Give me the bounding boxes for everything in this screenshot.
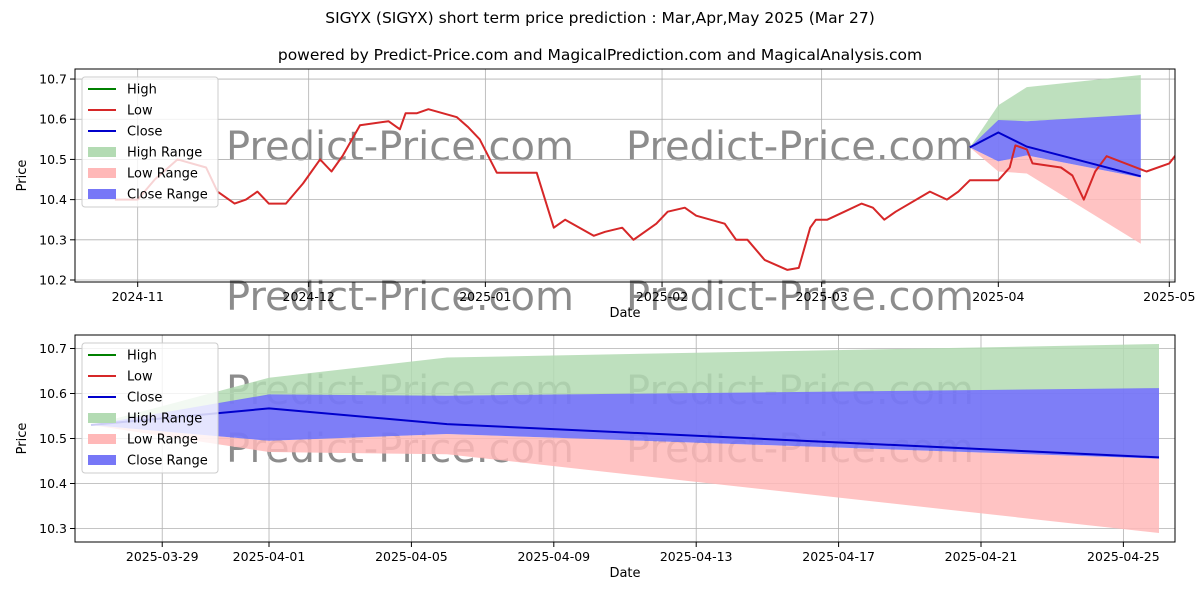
- plot-frame: [74, 68, 1176, 283]
- x-tick-label: 2025-04-21: [945, 549, 1018, 564]
- low-history-line: [114, 108, 1175, 271]
- legend-label: Low Range: [127, 167, 198, 182]
- y-tick-label: 10.5: [39, 152, 67, 167]
- x-tick-label: 2025-04-25: [1087, 549, 1160, 564]
- x-tick-label: 2025-04: [972, 289, 1024, 304]
- y-tick-label: 10.4: [39, 192, 67, 207]
- x-tick-label: 2024-12: [283, 289, 335, 304]
- legend-label: High Range: [127, 412, 202, 427]
- x-tick-label: 2025-04-05: [375, 549, 448, 564]
- low-range-band: [969, 147, 1141, 244]
- x-tick-label: 2025-04-17: [802, 549, 875, 564]
- legend-label: High: [127, 349, 157, 364]
- high-range-band: [91, 344, 1159, 425]
- y-tick-label: 10.7: [39, 341, 67, 356]
- plot-area: [75, 69, 1175, 282]
- legend-label: Low: [127, 104, 153, 119]
- high-range-band: [969, 75, 1141, 148]
- legend: High Low Close High Range Low Range Close Ran…: [81, 76, 219, 208]
- x-tick-label: 2025-05: [1143, 289, 1195, 304]
- x-tick-label: 2025-04-09: [517, 549, 590, 564]
- chart-title: SIGYX (SIGYX) short term price predictio…: [325, 9, 875, 27]
- low-range-band: [91, 425, 1159, 533]
- x-tick-label: 2025-04-01: [233, 549, 306, 564]
- legend-label: High: [127, 83, 157, 98]
- y-tick-label: 10.3: [39, 232, 67, 247]
- chart-panel-1: Predict-Price.com Predict-Price.com Predic…: [15, 68, 1195, 321]
- y-axis-label: Price: [15, 423, 30, 455]
- close-range-band: [969, 114, 1141, 178]
- legend-label: Close: [127, 391, 162, 406]
- x-tick-label: 2025-03-29: [126, 549, 199, 564]
- y-tick-label: 10.2: [39, 272, 67, 287]
- watermark-text: Predict-Price.com: [226, 124, 574, 170]
- close-range-band: [91, 388, 1159, 459]
- y-tick-label: 10.4: [39, 476, 67, 491]
- legend-label: Close Range: [127, 188, 208, 203]
- x-tick-label: 2025-02: [636, 289, 688, 304]
- legend-swatch-low-range: [88, 168, 116, 178]
- x-tick-label: 2025-04-13: [660, 549, 733, 564]
- close-forecast-line: [969, 131, 1142, 178]
- y-tick-label: 10.5: [39, 431, 67, 446]
- legend-swatch-close-range: [88, 189, 116, 199]
- x-tick-label: 2024-11: [112, 289, 164, 304]
- y-tick-label: 10.6: [39, 386, 67, 401]
- y-tick-label: 10.3: [39, 521, 67, 536]
- x-tick-label: 2025-01: [459, 289, 511, 304]
- chart-panel-2: Predict-Price.comPredict-Price.comPredic…: [15, 334, 1176, 581]
- x-axis-label: Date: [609, 566, 640, 581]
- x-axis-label: Date: [609, 306, 640, 321]
- legend-swatch-low-range: [88, 434, 116, 444]
- legend-label: High Range: [127, 146, 202, 161]
- legend-swatch-high-range: [88, 147, 116, 157]
- chart-subtitle: powered by Predict-Price.com and Magical…: [277, 46, 923, 64]
- watermark-text: Predict-Price.com: [626, 124, 974, 170]
- legend-label: Close Range: [127, 454, 208, 469]
- x-tick-label: 2025-03: [796, 289, 848, 304]
- legend-swatch-high-range: [88, 413, 116, 423]
- y-tick-label: 10.6: [39, 112, 67, 127]
- legend-label: Close: [127, 125, 162, 140]
- legend-swatch-close-range: [88, 455, 116, 465]
- y-tick-label: 10.7: [39, 72, 67, 87]
- watermark-text: Predict-Price.com: [226, 274, 574, 320]
- legend-label: Low Range: [127, 433, 198, 448]
- legend: High Low Close High Range Low Range Close Ran…: [81, 342, 219, 474]
- y-axis-label: Price: [15, 160, 30, 192]
- legend-label: Low: [127, 370, 153, 385]
- plot-area: [75, 335, 1175, 542]
